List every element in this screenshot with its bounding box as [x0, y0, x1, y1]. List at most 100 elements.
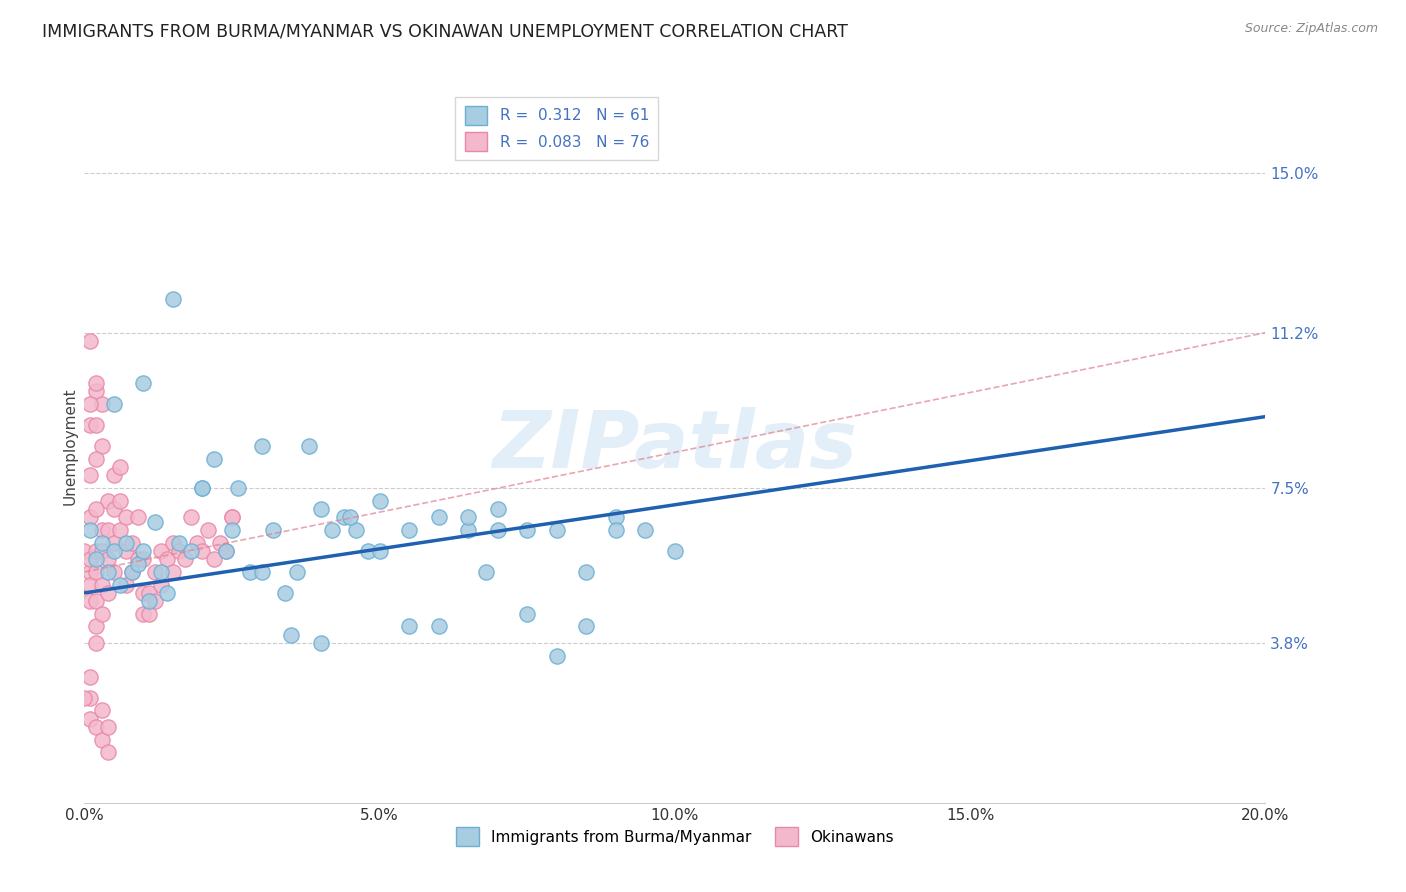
Point	[516, 607, 538, 621]
Point	[664, 544, 686, 558]
Point	[91, 703, 114, 717]
Point	[79, 594, 101, 608]
Point	[202, 451, 225, 466]
Point	[91, 544, 114, 558]
Point	[298, 439, 321, 453]
Point	[103, 397, 125, 411]
Point	[221, 510, 243, 524]
Point	[344, 523, 367, 537]
Point	[84, 502, 107, 516]
Point	[546, 648, 568, 663]
Point	[191, 481, 214, 495]
Point	[103, 544, 125, 558]
Point	[333, 510, 356, 524]
Point	[215, 544, 238, 558]
Point	[79, 417, 101, 432]
Point	[97, 565, 120, 579]
Point	[84, 384, 107, 399]
Point	[486, 502, 509, 516]
Point	[79, 712, 101, 726]
Point	[103, 535, 125, 549]
Point	[132, 544, 155, 558]
Point	[250, 565, 273, 579]
Point	[226, 481, 249, 495]
Y-axis label: Unemployment: Unemployment	[62, 387, 77, 505]
Point	[79, 397, 101, 411]
Point	[186, 535, 208, 549]
Point	[84, 636, 107, 650]
Point	[475, 565, 498, 579]
Point	[162, 565, 184, 579]
Point	[132, 376, 155, 390]
Point	[150, 565, 173, 579]
Point	[309, 502, 332, 516]
Point	[91, 397, 114, 411]
Point	[84, 720, 107, 734]
Point	[605, 523, 627, 537]
Point	[368, 544, 391, 558]
Point	[150, 577, 173, 591]
Point	[156, 552, 179, 566]
Point	[239, 565, 262, 579]
Point	[103, 565, 125, 579]
Point	[73, 544, 96, 558]
Point	[262, 523, 284, 537]
Point	[103, 502, 125, 516]
Point	[79, 690, 101, 705]
Point	[143, 565, 166, 579]
Point	[575, 619, 598, 633]
Point	[127, 552, 149, 566]
Text: Source: ZipAtlas.com: Source: ZipAtlas.com	[1244, 22, 1378, 36]
Point	[127, 557, 149, 571]
Point	[97, 552, 120, 566]
Point	[162, 292, 184, 306]
Point	[221, 510, 243, 524]
Point	[84, 565, 107, 579]
Point	[138, 586, 160, 600]
Point	[114, 535, 136, 549]
Point	[121, 565, 143, 579]
Point	[486, 523, 509, 537]
Point	[221, 523, 243, 537]
Point	[398, 523, 420, 537]
Point	[79, 334, 101, 348]
Point	[91, 439, 114, 453]
Point	[150, 544, 173, 558]
Point	[575, 565, 598, 579]
Point	[114, 510, 136, 524]
Point	[398, 619, 420, 633]
Legend: Immigrants from Burma/Myanmar, Okinawans: Immigrants from Burma/Myanmar, Okinawans	[450, 822, 900, 852]
Point	[321, 523, 343, 537]
Point	[427, 619, 450, 633]
Point	[84, 417, 107, 432]
Text: IMMIGRANTS FROM BURMA/MYANMAR VS OKINAWAN UNEMPLOYMENT CORRELATION CHART: IMMIGRANTS FROM BURMA/MYANMAR VS OKINAWA…	[42, 22, 848, 40]
Point	[173, 552, 195, 566]
Point	[202, 552, 225, 566]
Point	[339, 510, 361, 524]
Point	[91, 577, 114, 591]
Point	[368, 493, 391, 508]
Point	[427, 510, 450, 524]
Point	[103, 468, 125, 483]
Point	[274, 586, 297, 600]
Point	[79, 523, 101, 537]
Point	[180, 510, 202, 524]
Point	[84, 544, 107, 558]
Point	[138, 607, 160, 621]
Point	[250, 439, 273, 453]
Point	[114, 544, 136, 558]
Point	[132, 586, 155, 600]
Point	[215, 544, 238, 558]
Point	[84, 552, 107, 566]
Point	[97, 746, 120, 760]
Point	[180, 544, 202, 558]
Point	[84, 619, 107, 633]
Point	[79, 468, 101, 483]
Point	[91, 535, 114, 549]
Point	[143, 515, 166, 529]
Point	[162, 535, 184, 549]
Point	[127, 510, 149, 524]
Point	[143, 594, 166, 608]
Point	[197, 523, 219, 537]
Point	[84, 451, 107, 466]
